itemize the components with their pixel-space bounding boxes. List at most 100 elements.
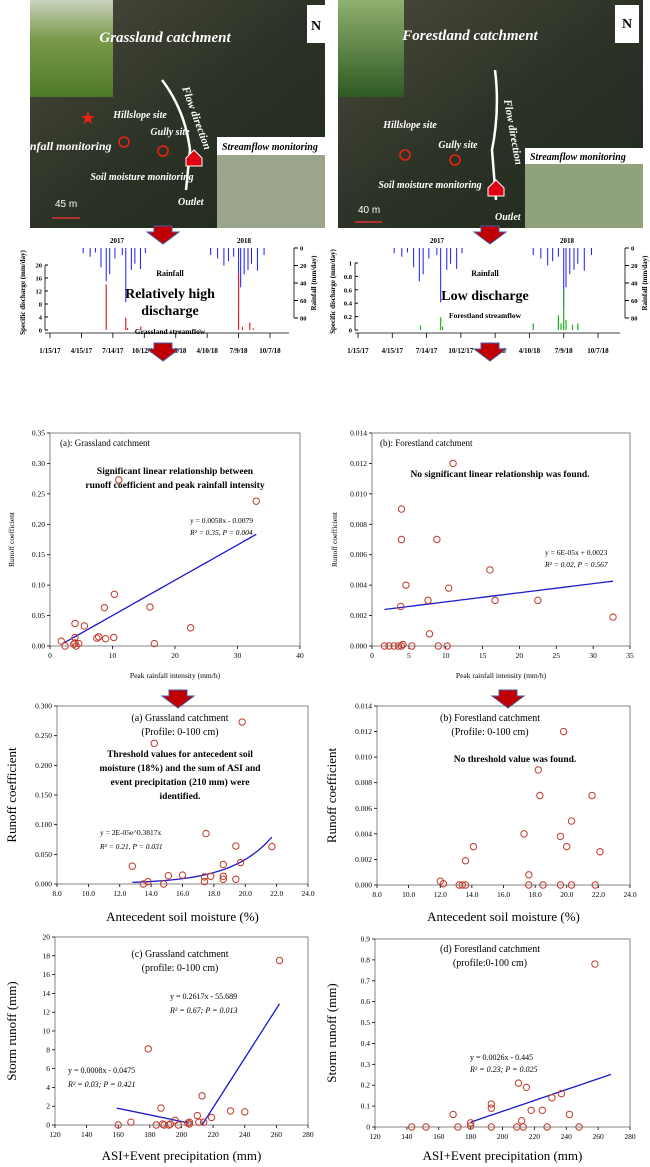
rain-tick-label: 20 (631, 263, 638, 270)
y-tick-label: 0.008 (355, 778, 372, 787)
forest-photo (338, 0, 404, 97)
data-point (407, 1123, 416, 1131)
x-tick-label: 20.0 (560, 890, 573, 899)
data-point (390, 642, 398, 650)
equation-text: R² = 0.67; P = 0.013 (169, 1006, 238, 1015)
x-tick-label: 30 (589, 651, 597, 660)
year-label: 2017 (110, 237, 125, 245)
y-tick-label: 0.200 (35, 761, 52, 770)
date-tick-label: 7/14/17 (416, 347, 438, 355)
y-tick-label: 0.014 (350, 429, 367, 438)
grassland-photo (30, 0, 113, 97)
y-tick-label: 0.004 (350, 581, 367, 590)
weir-photo (217, 150, 325, 228)
year-label: 2018 (560, 237, 575, 245)
y-tick-label: 0.05 (32, 611, 45, 620)
data-point (397, 642, 406, 650)
y-tick-label: 16 (43, 970, 51, 979)
down-arrow-icon (145, 225, 181, 245)
data-point (487, 1123, 496, 1131)
data-point (466, 1119, 475, 1127)
hillslope-label: Hillslope site (112, 110, 167, 121)
y-tick-label: 0.5 (361, 1018, 371, 1027)
data-point (397, 535, 406, 544)
fit-line (470, 1073, 612, 1123)
equation-text: y = 2E-05e^0.3817x (100, 828, 162, 837)
data-point (536, 791, 544, 800)
panel-subtitle: (profile: 0-100 cm) (142, 963, 219, 974)
data-point (422, 1123, 430, 1131)
data-point (164, 871, 173, 880)
data-point (556, 832, 565, 841)
data-point (567, 817, 576, 825)
data-point (609, 613, 617, 621)
data-point (57, 637, 65, 645)
data-point (232, 842, 240, 850)
data-point (150, 639, 159, 648)
date-tick-label: 4/15/17 (71, 347, 93, 355)
equation-text: R² = 0.03; P = 0.421 (67, 1080, 136, 1089)
data-point (178, 871, 187, 879)
data-point (128, 862, 137, 870)
x-tick-label: 35 (626, 651, 634, 660)
data-point (198, 1092, 206, 1100)
x-axis-label: Antecedent soil moisture (%) (106, 909, 259, 924)
data-point (449, 1110, 457, 1119)
data-point (95, 633, 103, 641)
y-tick-label: 0.9 (361, 935, 371, 944)
streamflow-monitoring-label: Streamflow monitoring (222, 142, 318, 153)
x-tick-label: 200 (176, 1130, 188, 1139)
x-tick-label: 280 (624, 1132, 636, 1141)
equation-text: y = 0.0026x - 0.445 (470, 1053, 533, 1062)
data-point (539, 881, 547, 889)
scatter-panel: 0 10 20 30 40 0.00 0.05 0.10 0.15 0.20 0.25 0.30 0.3… (7, 429, 304, 681)
data-point (61, 642, 69, 650)
x-tick-label: 240 (561, 1132, 573, 1141)
date-tick-label: 10/7/18 (259, 347, 281, 355)
y-tick-label: 0.000 (350, 642, 367, 651)
equation-text: y = 0.2617x - 55.689 (170, 992, 237, 1001)
x-tick-label: 30 (234, 651, 242, 660)
data-point (461, 881, 470, 889)
data-point (71, 633, 79, 642)
y-tick-label: 0.010 (350, 489, 367, 498)
x-tick-label: 220 (529, 1132, 541, 1141)
date-tick-label: 10/12/17 (448, 347, 473, 355)
scale-bar-label: 40 m (358, 205, 380, 216)
data-point (591, 881, 599, 889)
north-arrow-icon: N (311, 19, 321, 34)
y-tick-label: 0.10 (32, 581, 45, 590)
data-point (439, 880, 448, 888)
soil-moisture-label: Soil moisture monitoring (90, 172, 193, 183)
rain-tick-label: 60 (300, 298, 307, 305)
discharge-tick-label: 0.2 (344, 314, 352, 321)
data-point (199, 1118, 208, 1126)
panel-title: (c) Grassland catchment (131, 949, 228, 960)
y-tick-label: 0.30 (32, 459, 45, 468)
data-point (469, 842, 478, 851)
data-point (165, 1121, 173, 1129)
x-tick-label: 0 (370, 651, 374, 660)
headline-line-2: discharge (141, 304, 199, 319)
data-point (93, 634, 101, 642)
date-tick-label: 4/10/18 (519, 347, 541, 355)
date-tick-label: 10/7/18 (587, 347, 609, 355)
data-point (100, 603, 109, 612)
discharge-tick-label: 0.8 (344, 274, 353, 281)
data-point (80, 622, 89, 630)
data-point (514, 1079, 523, 1087)
y-tick-label: 0.35 (32, 429, 45, 438)
y-tick-label: 4 (46, 1083, 50, 1092)
x-tick-label: 160 (433, 1132, 445, 1141)
data-point (110, 590, 119, 598)
scatter-panel: 0 5 10 15 20 25 30 35 0.000 0.002 0.004 0.006 0.008 0… (330, 429, 634, 681)
data-point (114, 1121, 122, 1129)
data-point (232, 875, 240, 883)
down-arrow-icon (472, 342, 508, 362)
y-tick-label: 18 (43, 951, 51, 960)
data-point (486, 566, 494, 574)
y-tick-label: 20 (43, 933, 51, 942)
y-tick-label: 0.006 (355, 804, 372, 813)
panel-subtitle: (Profile: 0-100 cm) (451, 727, 528, 738)
discharge-axis-label: Specific discharge (mm/day) (329, 248, 337, 333)
